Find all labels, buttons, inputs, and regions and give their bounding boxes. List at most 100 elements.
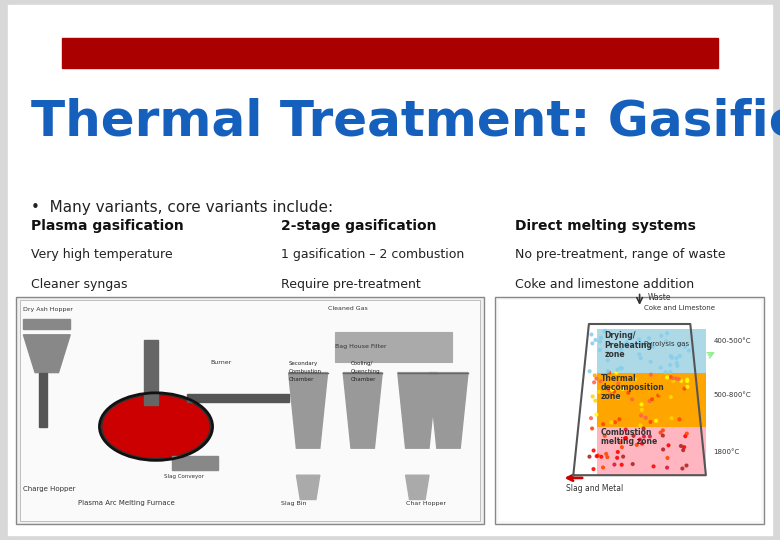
Point [583,367,596,375]
Text: Drying/: Drying/ [604,330,636,340]
Text: Energy intensive: Energy intensive [31,308,136,321]
Point [640,414,652,422]
Point [636,406,648,414]
Bar [495,297,764,524]
Point [644,432,656,441]
Text: 1800°C: 1800°C [714,449,740,455]
Point [647,411,660,420]
Point [652,391,665,400]
Text: Coke and limestone addition: Coke and limestone addition [515,278,694,291]
Point [614,438,626,447]
Point [664,361,676,369]
Polygon shape [343,373,382,448]
Text: Coke and Limestone: Coke and Limestone [644,306,714,312]
Point [633,350,646,359]
Point [661,329,673,338]
Point [673,415,686,424]
Point [681,377,693,386]
Point [598,431,611,440]
Point [635,400,647,409]
Point [670,374,682,383]
Point [603,386,615,394]
Point [635,411,647,420]
Point [655,332,668,340]
Point [594,338,606,346]
Point [636,440,648,448]
Point [610,368,622,377]
Point [585,330,597,339]
Text: Slag and Metal: Slag and Metal [566,484,622,494]
Text: 500-800°C: 500-800°C [714,392,751,398]
Point [594,377,607,386]
Point [673,352,686,360]
Bar [597,329,706,373]
Point [622,388,635,397]
Point [634,354,647,362]
Text: Plasma gasification: Plasma gasification [31,219,184,233]
Point [662,441,675,450]
Point [621,338,633,347]
Point [595,453,608,461]
Bar [16,297,484,524]
Point [667,374,679,382]
Bar [597,373,706,427]
Point [612,379,625,388]
Text: Energy intensive: Energy intensive [515,308,619,321]
Text: 1 gasification – 2 combustion: 1 gasification – 2 combustion [281,248,464,261]
Point [665,373,677,381]
Text: Require pre-treatment: Require pre-treatment [281,278,420,291]
Bar [144,340,158,405]
Point [592,451,604,460]
Polygon shape [296,475,320,500]
Point [611,454,623,462]
Point [626,395,639,404]
Point [608,460,621,469]
Point [597,463,609,472]
Point [660,337,672,346]
Point [608,387,620,396]
Text: decomposition: decomposition [601,383,665,392]
Point [630,441,643,449]
Text: Charge Hopper: Charge Hopper [23,487,76,492]
Text: Thermal: Thermal [601,374,636,383]
Point [665,353,678,362]
Text: Combustion: Combustion [601,428,652,437]
Point [587,392,599,401]
Polygon shape [23,335,70,373]
Point [643,334,655,342]
Point [614,421,626,429]
Point [657,431,669,440]
Polygon shape [398,373,437,448]
Point [675,376,687,385]
Point [659,368,672,376]
Point [644,417,657,426]
Point [585,414,597,422]
Point [587,446,600,455]
Point [657,445,669,454]
Point [615,363,627,372]
Text: zone: zone [604,350,625,360]
Text: Plasma Arc Melting Furnace: Plasma Arc Melting Furnace [78,500,175,506]
Point [595,333,608,342]
Point [619,434,631,443]
Point [677,446,690,455]
Point [612,382,625,391]
Point [615,346,627,355]
Text: Chamber: Chamber [351,377,377,382]
Point [679,384,691,393]
Point [636,340,648,348]
Text: Cleaner syngas: Cleaner syngas [31,278,128,291]
Point [615,344,627,353]
Text: Many references (Japan): Many references (Japan) [515,338,668,350]
Point [654,363,667,372]
Point [678,443,690,451]
Point [620,434,633,442]
Point [597,420,609,428]
Bar [172,456,218,470]
Point [587,465,600,474]
Text: Waste: Waste [647,293,671,302]
Point [645,370,658,379]
Bar [20,300,480,521]
Point [670,354,682,362]
Point [606,386,619,394]
